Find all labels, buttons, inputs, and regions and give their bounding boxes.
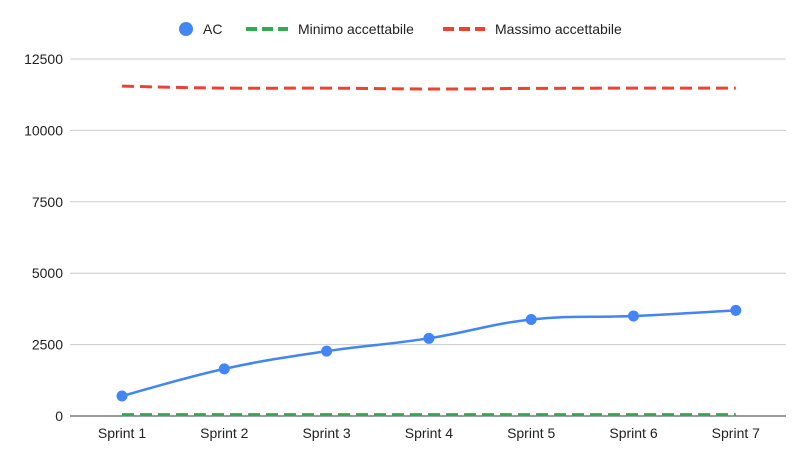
series-line-massimo-accettabile	[121, 84, 736, 91]
data-point-ac-6[interactable]	[628, 310, 639, 322]
x-tick-label: Sprint 7	[712, 425, 760, 441]
legend-item-massimo[interactable]: Massimo accettabile	[443, 21, 622, 37]
y-tick-label: 0	[55, 408, 63, 424]
series-ac	[116, 304, 742, 402]
legend-label-ac: AC	[203, 21, 222, 37]
data-point-ac-3[interactable]	[321, 345, 333, 357]
legend: AC Minimo accettabile Massimo accettabil…	[179, 21, 622, 37]
x-tick-label: Sprint 5	[507, 425, 555, 441]
x-tick-label: Sprint 4	[405, 425, 453, 441]
data-point-ac-1[interactable]	[116, 390, 128, 402]
legend-marker-ac	[179, 22, 193, 36]
legend-item-minimo[interactable]: Minimo accettabile	[246, 21, 414, 37]
plot-area	[116, 84, 742, 417]
x-tick-label: Sprint 1	[98, 425, 146, 441]
y-axis: 0 2500 5000 7500 10000 12500	[24, 51, 63, 424]
x-tick-label: Sprint 6	[609, 425, 657, 441]
y-tick-label: 2500	[32, 337, 63, 353]
x-tick-label: Sprint 3	[302, 425, 350, 441]
legend-item-ac[interactable]: AC	[179, 21, 222, 37]
y-tick-label: 5000	[32, 265, 63, 281]
data-point-ac-4[interactable]	[423, 332, 435, 344]
data-point-ac-7[interactable]	[730, 304, 742, 316]
y-tick-label: 10000	[24, 122, 63, 138]
legend-label-minimo: Minimo accettabile	[298, 21, 414, 37]
gridlines	[70, 58, 786, 346]
y-tick-label: 12500	[24, 51, 63, 67]
data-point-ac-2[interactable]	[218, 363, 230, 375]
y-tick-label: 7500	[32, 194, 63, 210]
series-massimo-accettabile	[121, 84, 736, 91]
legend-label-massimo: Massimo accettabile	[495, 21, 622, 37]
x-tick-label: Sprint 2	[200, 425, 248, 441]
data-point-ac-5[interactable]	[525, 313, 537, 325]
